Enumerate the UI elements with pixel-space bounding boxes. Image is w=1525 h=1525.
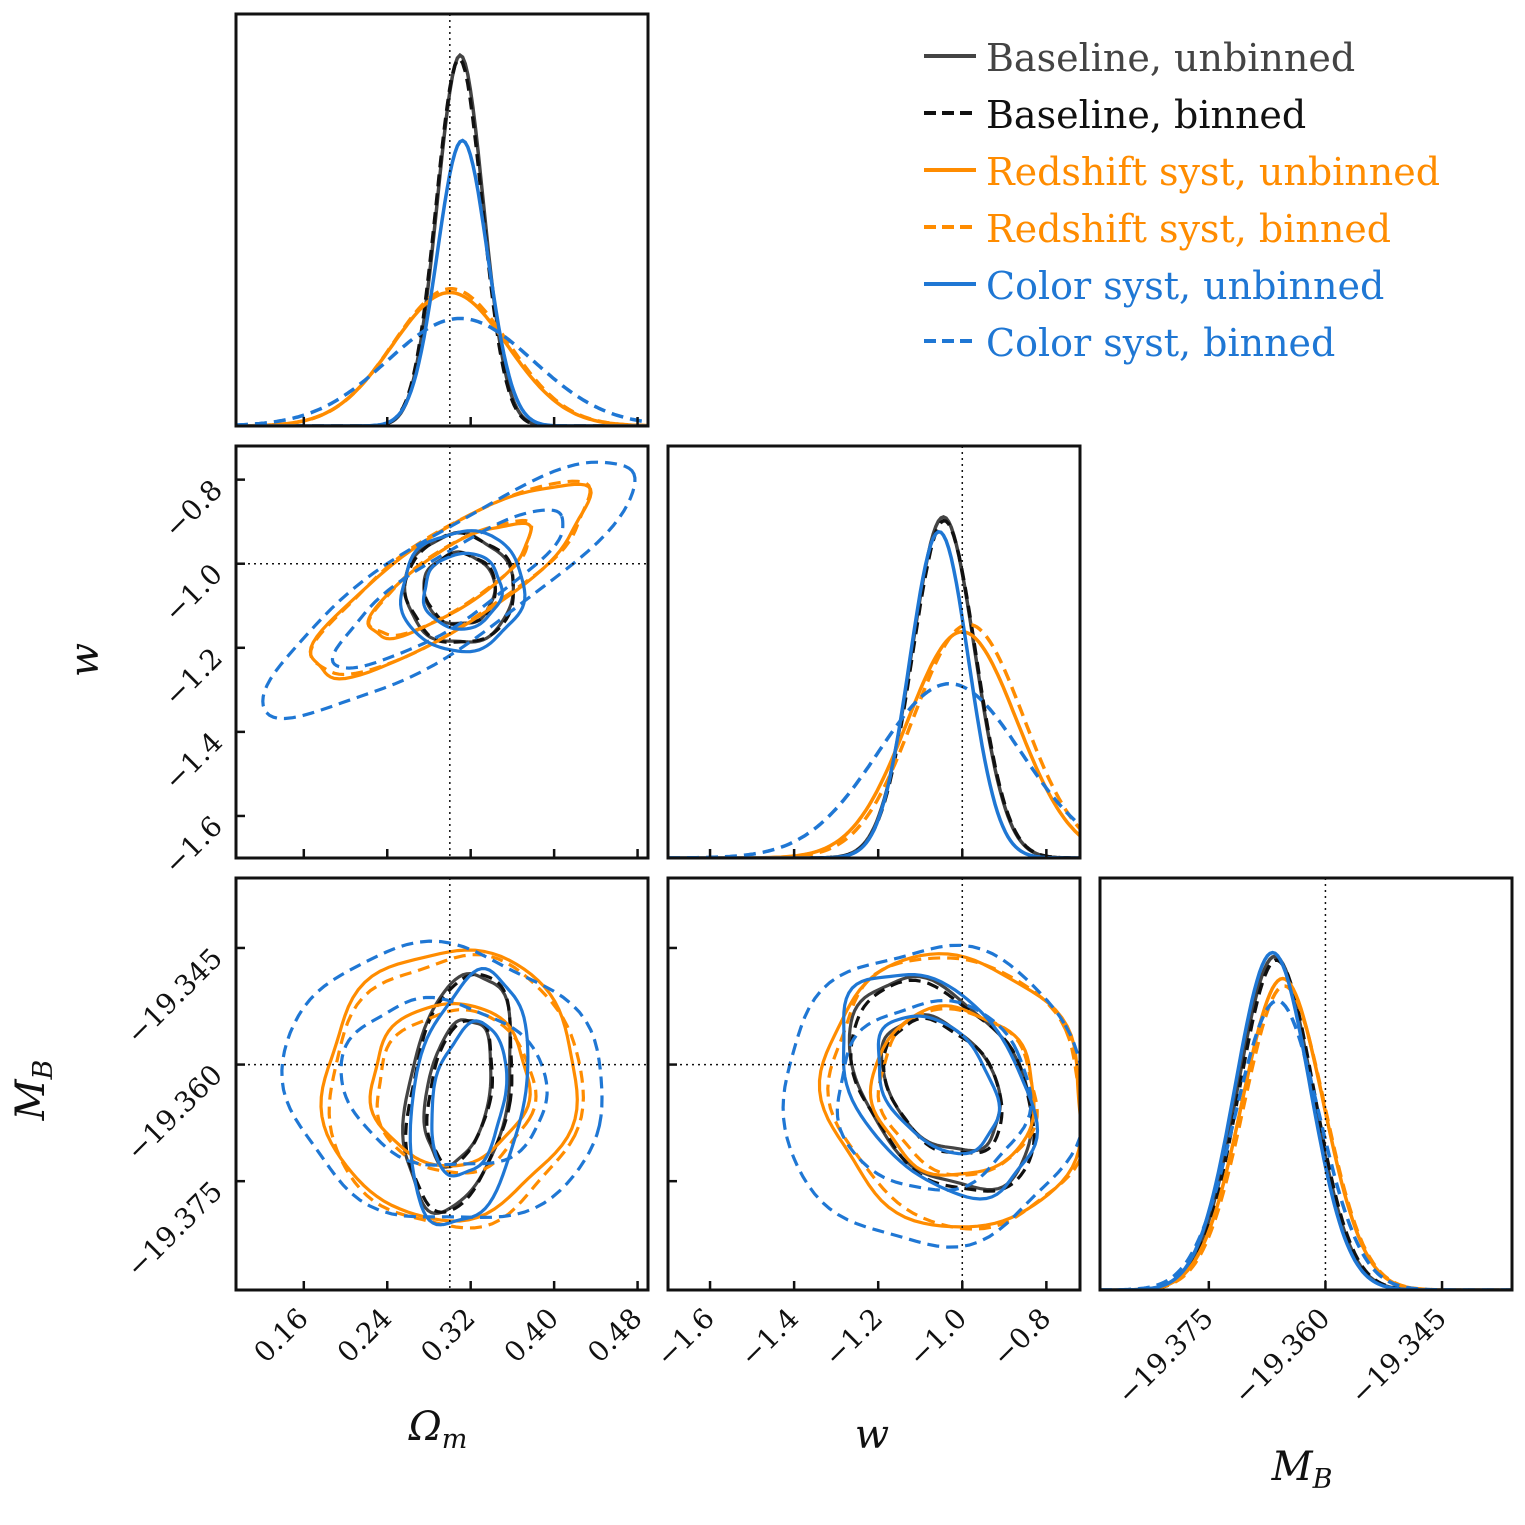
legend-label: Redshift syst, unbinned [986,150,1440,194]
panel-frame [234,876,650,1292]
panel-frame [666,444,1082,860]
x-tick-label-M_B: −19.345 [1344,1302,1453,1411]
marginal-w-series-3 [668,622,1080,858]
panel-frame [666,876,1082,1292]
contour-w-M_B-series-2-level-0 [817,952,1080,1229]
contour-w-M_B-series-0-level-1 [879,1013,1003,1153]
contour-Omega_m-M_B-series-3-level-0 [327,953,586,1230]
legend-label: Baseline, unbinned [986,36,1355,80]
panel-frame [234,12,650,428]
contour-w-M_B-series-3-level-1 [876,1007,1039,1177]
marginal-Omega_m-series-2 [236,290,648,426]
panel-M_B-w: −1.6 −1.4 −1.2 −1.0 −0.8 [650,876,1082,1373]
contour-Omega_m-M_B-series-1-level-1 [425,1019,494,1169]
contour-w-M_B-series-5-level-1 [835,998,1033,1192]
x-tick-label-Omega_m: 0.48 [581,1302,648,1369]
legend-label: Redshift syst, binned [986,207,1391,251]
panel-frame [234,444,650,860]
y-tick-label-w: −1.4 [158,725,229,796]
legend: Baseline, unbinned Baseline, binned Redshi… [924,36,1440,365]
contour-Omega_m-M_B-series-4-level-1 [430,1019,509,1178]
x-tick-label-M_B: −19.360 [1227,1302,1336,1411]
marginal-Omega_m-series-1 [236,57,648,426]
x-tick-label-Omega_m: 0.24 [331,1302,398,1369]
panel-Omega_m-Omega_m [234,12,650,428]
panel-w-w [666,444,1082,860]
marginal-M_B-series-0 [1100,954,1512,1290]
panel-frame [1098,876,1514,1292]
marginal-M_B-series-4 [1100,950,1512,1290]
y-tick-label-M_B: −19.345 [120,942,229,1051]
marginal-w-series-4 [668,529,1080,858]
legend-label: Baseline, binned [986,93,1306,137]
x-tick-label-w: −0.8 [986,1302,1057,1373]
contour-Omega_m-M_B-series-2-level-1 [368,1001,532,1168]
y-tick-label-w: −0.8 [158,473,229,544]
y-tick-label-w: −1.6 [158,810,229,881]
contour-Omega_m-w-series-5-level-1 [330,508,565,670]
x-tick-label-Omega_m: 0.40 [498,1302,565,1369]
x-tick-label-M_B: −19.375 [1111,1302,1220,1411]
panel-w-Omega_m: −1.6 −1.4 −1.2 −1.0 −0.8 [158,444,650,881]
x-axis-label-omega-m: Ωm [408,1404,468,1455]
marginal-w-series-5 [668,681,1080,858]
marginal-w-series-2 [668,630,1080,858]
contour-Omega_m-M_B-series-4-level-0 [408,966,530,1227]
marginal-Omega_m-series-4 [236,138,648,426]
legend-label: Color syst, binned [986,321,1335,365]
contour-w-M_B-series-4-level-0 [841,973,1040,1201]
contour-Omega_m-w-series-4-level-1 [421,551,504,631]
marginal-Omega_m-series-3 [236,287,648,426]
contour-Omega_m-w-series-3-level-0 [308,479,592,677]
x-axis-label-w: w [855,1412,889,1458]
contour-Omega_m-M_B-series-1-level-0 [404,972,514,1214]
x-axis-label-m-b: MB [1271,1444,1333,1495]
contour-Omega_m-M_B-series-5-level-0 [280,939,604,1220]
panel-M_B-Omega_m: 0.16 0.24 0.32 0.40 0.48 −19.375−19.360−19.34… [120,876,650,1369]
x-tick-label-w: −1.0 [902,1302,973,1373]
x-tick-label-w: −1.6 [650,1302,721,1373]
marginal-w-series-0 [668,514,1080,858]
marginal-w-series-1 [668,518,1080,858]
y-tick-label-M_B: −19.360 [120,1058,229,1167]
contour-Omega_m-M_B-series-5-level-1 [339,995,549,1167]
contour-w-M_B-series-1-level-1 [881,1016,1004,1155]
y-tick-label-M_B: −19.375 [120,1175,229,1284]
x-tick-label-w: −1.4 [734,1302,805,1373]
contour-Omega_m-w-series-5-level-0 [261,460,637,721]
contour-w-M_B-series-1-level-0 [849,978,1036,1193]
contour-Omega_m-w-series-4-level-0 [399,529,527,654]
contour-w-M_B-series-3-level-0 [826,956,1080,1231]
x-tick-label-Omega_m: 0.32 [414,1302,481,1369]
y-tick-label-w: −1.2 [158,641,229,712]
marginal-Omega_m-series-5 [236,316,648,426]
x-tick-label-Omega_m: 0.16 [247,1302,314,1369]
contour-Omega_m-w-series-0-level-1 [422,550,497,626]
contour-w-M_B-series-2-level-1 [868,1004,1036,1177]
marginal-M_B-series-1 [1100,958,1512,1290]
marginal-M_B-series-3 [1100,984,1512,1290]
contour-w-M_B-series-4-level-1 [876,1014,1002,1156]
y-axis-label-w: w [62,643,108,677]
marginal-Omega_m-series-0 [236,52,648,426]
marginal-M_B-series-5 [1100,999,1512,1290]
legend-label: Color syst, unbinned [986,264,1384,308]
y-axis-label-m-b: MB [8,1060,59,1122]
x-tick-label-w: −1.2 [818,1302,889,1373]
panel-M_B-M_B: −19.375 −19.360 −19.345 [1098,876,1514,1411]
y-tick-label-w: −1.0 [158,557,229,628]
contour-w-M_B-series-5-level-0 [781,943,1080,1249]
contour-Omega_m-M_B-series-2-level-0 [319,948,579,1223]
